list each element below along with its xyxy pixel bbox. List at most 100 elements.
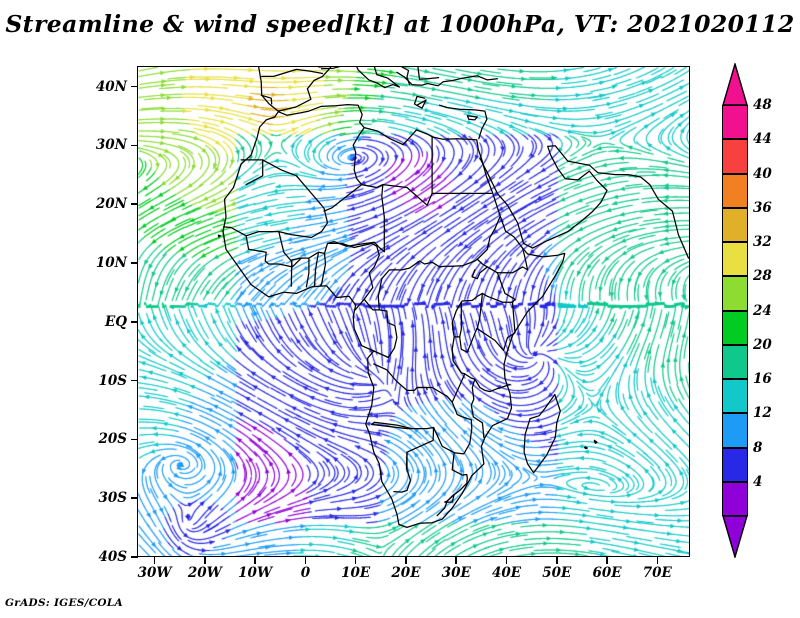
colorbar-band <box>722 481 748 516</box>
y-tick-mark <box>131 203 138 205</box>
coastline-path <box>305 257 310 288</box>
coastline-path <box>451 258 489 280</box>
colorbar-over-arrow <box>722 61 748 106</box>
x-tick-label-30W: 30W <box>137 565 172 581</box>
coastline-path <box>222 159 329 239</box>
colorbar-band <box>722 344 748 379</box>
colorbar-band <box>722 139 748 174</box>
coastline-path <box>444 493 455 503</box>
y-tick-mark <box>131 262 138 264</box>
colorbar-tick-label-8: 8 <box>753 439 763 456</box>
coastline-path <box>371 401 473 455</box>
coastline-path <box>413 95 427 109</box>
coastline-path <box>416 386 428 391</box>
colorbar-tick-label-32: 32 <box>753 234 772 250</box>
colorbar-band <box>722 173 748 208</box>
coastline-path <box>476 216 501 260</box>
x-tick-label-10E: 10E <box>341 565 371 581</box>
colorbar-wind-speed: 48 44 40 36 32 28 24 20 16 12 8 4 <box>722 61 772 560</box>
x-tick-mark <box>354 557 357 564</box>
coastline-overlay <box>217 67 689 529</box>
coastline-path <box>261 68 324 78</box>
coastline-path <box>486 247 529 274</box>
y-tick-label-20N: 20N <box>95 196 127 213</box>
coastline-path <box>260 94 273 105</box>
coastline-path <box>479 145 689 259</box>
coastline-path <box>451 336 511 393</box>
coastline-path <box>352 126 365 186</box>
x-tick-mark <box>505 557 508 564</box>
coastline-path <box>459 328 478 353</box>
y-tick-label-10N: 10N <box>95 254 127 271</box>
x-tick-mark <box>304 557 307 564</box>
y-tick-mark <box>131 379 138 382</box>
colorbar-tick-label-12: 12 <box>753 405 772 422</box>
x-tick-mark <box>405 557 407 564</box>
coastline-path <box>382 136 433 206</box>
y-tick-label-10S: 10S <box>98 372 127 389</box>
coastline-path <box>523 393 561 474</box>
coastline-path <box>361 183 385 253</box>
y-tick-label-30N: 30N <box>95 137 127 154</box>
coastline-path <box>401 67 411 86</box>
colorbar-band <box>722 413 748 448</box>
map-plot-area <box>137 66 690 557</box>
x-tick-label-30E: 30E <box>441 565 471 581</box>
coastline-path <box>460 272 516 303</box>
coastline-path <box>405 451 408 471</box>
coastline-path <box>323 183 363 212</box>
colorbar-tick-label-24: 24 <box>753 302 772 319</box>
coastline-path <box>466 115 478 121</box>
coastline-path <box>258 67 332 112</box>
coastline-path <box>245 230 293 268</box>
y-tick-label-20S: 20S <box>98 431 127 448</box>
x-tick-label-0: 0 <box>300 565 311 581</box>
x-tick-label-70E: 70E <box>642 565 672 581</box>
x-tick-mark <box>254 557 256 564</box>
x-tick-label-20W: 20W <box>187 565 222 581</box>
coastline-path <box>436 452 468 517</box>
colorbar-tick-label-36: 36 <box>753 199 772 216</box>
coastline-path <box>291 240 385 268</box>
colorbar-tick-label-28: 28 <box>753 268 772 285</box>
colorbar-tick-label-16: 16 <box>753 371 772 387</box>
y-tick-mark <box>131 438 138 441</box>
x-tick-mark <box>153 557 156 564</box>
coastline-path <box>320 67 401 89</box>
x-tick-label-10W: 10W <box>238 565 273 581</box>
coastline-path <box>222 103 566 529</box>
colorbar-band <box>722 310 748 345</box>
streamline-field <box>138 67 689 556</box>
coastline-path <box>593 439 598 444</box>
y-tick-label-40N: 40N <box>95 78 127 95</box>
colorbar-under-arrow <box>722 515 748 560</box>
colorbar-tick-label-44: 44 <box>753 131 772 148</box>
footer-credit: GrADS: IGES/COLA <box>5 597 123 609</box>
colorbar-band <box>722 242 748 277</box>
coastline-path <box>240 159 264 186</box>
coastline-path <box>583 446 589 450</box>
coastline-path <box>290 257 303 287</box>
coastline-path <box>373 363 466 403</box>
coastline-path <box>396 71 499 87</box>
coastline-path <box>363 298 398 359</box>
page-title: Streamline & wind speed[kt] at 1000hPa, … <box>5 10 795 38</box>
coastline-path <box>417 67 440 80</box>
coastline-path <box>476 328 505 352</box>
colorbar-tick-label-40: 40 <box>753 165 772 182</box>
coastline-path <box>502 301 516 352</box>
colorbar-band <box>722 105 748 140</box>
x-tick-label-40E: 40E <box>491 565 522 581</box>
x-tick-mark <box>556 557 558 564</box>
colorbar-tick-label-48: 48 <box>753 97 772 113</box>
coastline-path <box>319 252 327 286</box>
coastline-path <box>326 242 380 311</box>
y-tick-label-30S: 30S <box>98 490 127 507</box>
colorbar-band <box>722 207 748 242</box>
colorbar-band <box>722 276 748 311</box>
y-tick-mark <box>131 556 138 558</box>
coastline-path <box>217 234 222 238</box>
coastline-path <box>451 301 462 338</box>
x-tick-mark <box>606 557 608 564</box>
colorbar-tick-label-4: 4 <box>753 473 763 490</box>
